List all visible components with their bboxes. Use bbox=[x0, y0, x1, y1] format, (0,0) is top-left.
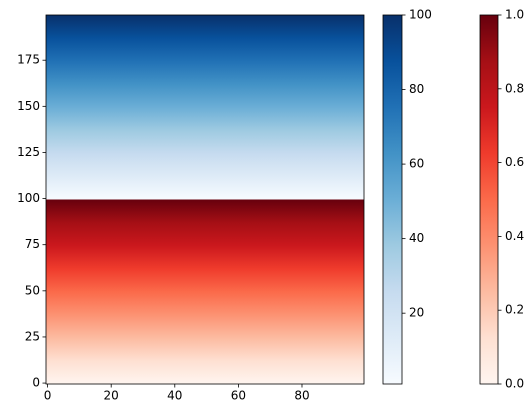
x-tick-label: 60 bbox=[231, 389, 246, 403]
colorbar-tick-label: 100 bbox=[409, 8, 432, 22]
y-tick-label: 50 bbox=[25, 283, 40, 297]
image-region bbox=[46, 15, 364, 200]
colorbar-tick-label: 0.6 bbox=[505, 155, 524, 169]
colorbar-tick-label: 60 bbox=[409, 157, 424, 171]
colorbar bbox=[479, 14, 499, 385]
y-tick-label: 100 bbox=[17, 191, 40, 205]
colorbar-tick-label: 40 bbox=[409, 231, 424, 245]
image-region bbox=[46, 199, 364, 384]
colorbar-tick-label: 20 bbox=[409, 306, 424, 320]
x-tick-label: 0 bbox=[44, 389, 52, 403]
y-tick-label: 25 bbox=[25, 329, 40, 343]
y-tick-label: 125 bbox=[17, 145, 40, 159]
y-tick-label: 75 bbox=[25, 237, 40, 251]
colorbar-tick-label: 80 bbox=[409, 82, 424, 96]
x-tick-label: 80 bbox=[294, 389, 309, 403]
y-tick-label: 150 bbox=[17, 99, 40, 113]
colorbar-tick-label: 1.0 bbox=[505, 8, 524, 22]
x-tick-label: 20 bbox=[104, 389, 119, 403]
colorbar-tick-label: 0.8 bbox=[505, 81, 524, 95]
x-tick-label: 40 bbox=[167, 389, 182, 403]
colorbar-tick-label: 0.0 bbox=[505, 377, 524, 391]
axes-frame bbox=[45, 14, 365, 385]
colorbar-tick-label: 0.4 bbox=[505, 229, 524, 243]
y-tick-label: 175 bbox=[17, 53, 40, 67]
colorbar-tick-label: 0.2 bbox=[505, 303, 524, 317]
colorbar bbox=[382, 14, 403, 385]
y-tick-label: 0 bbox=[32, 376, 40, 390]
